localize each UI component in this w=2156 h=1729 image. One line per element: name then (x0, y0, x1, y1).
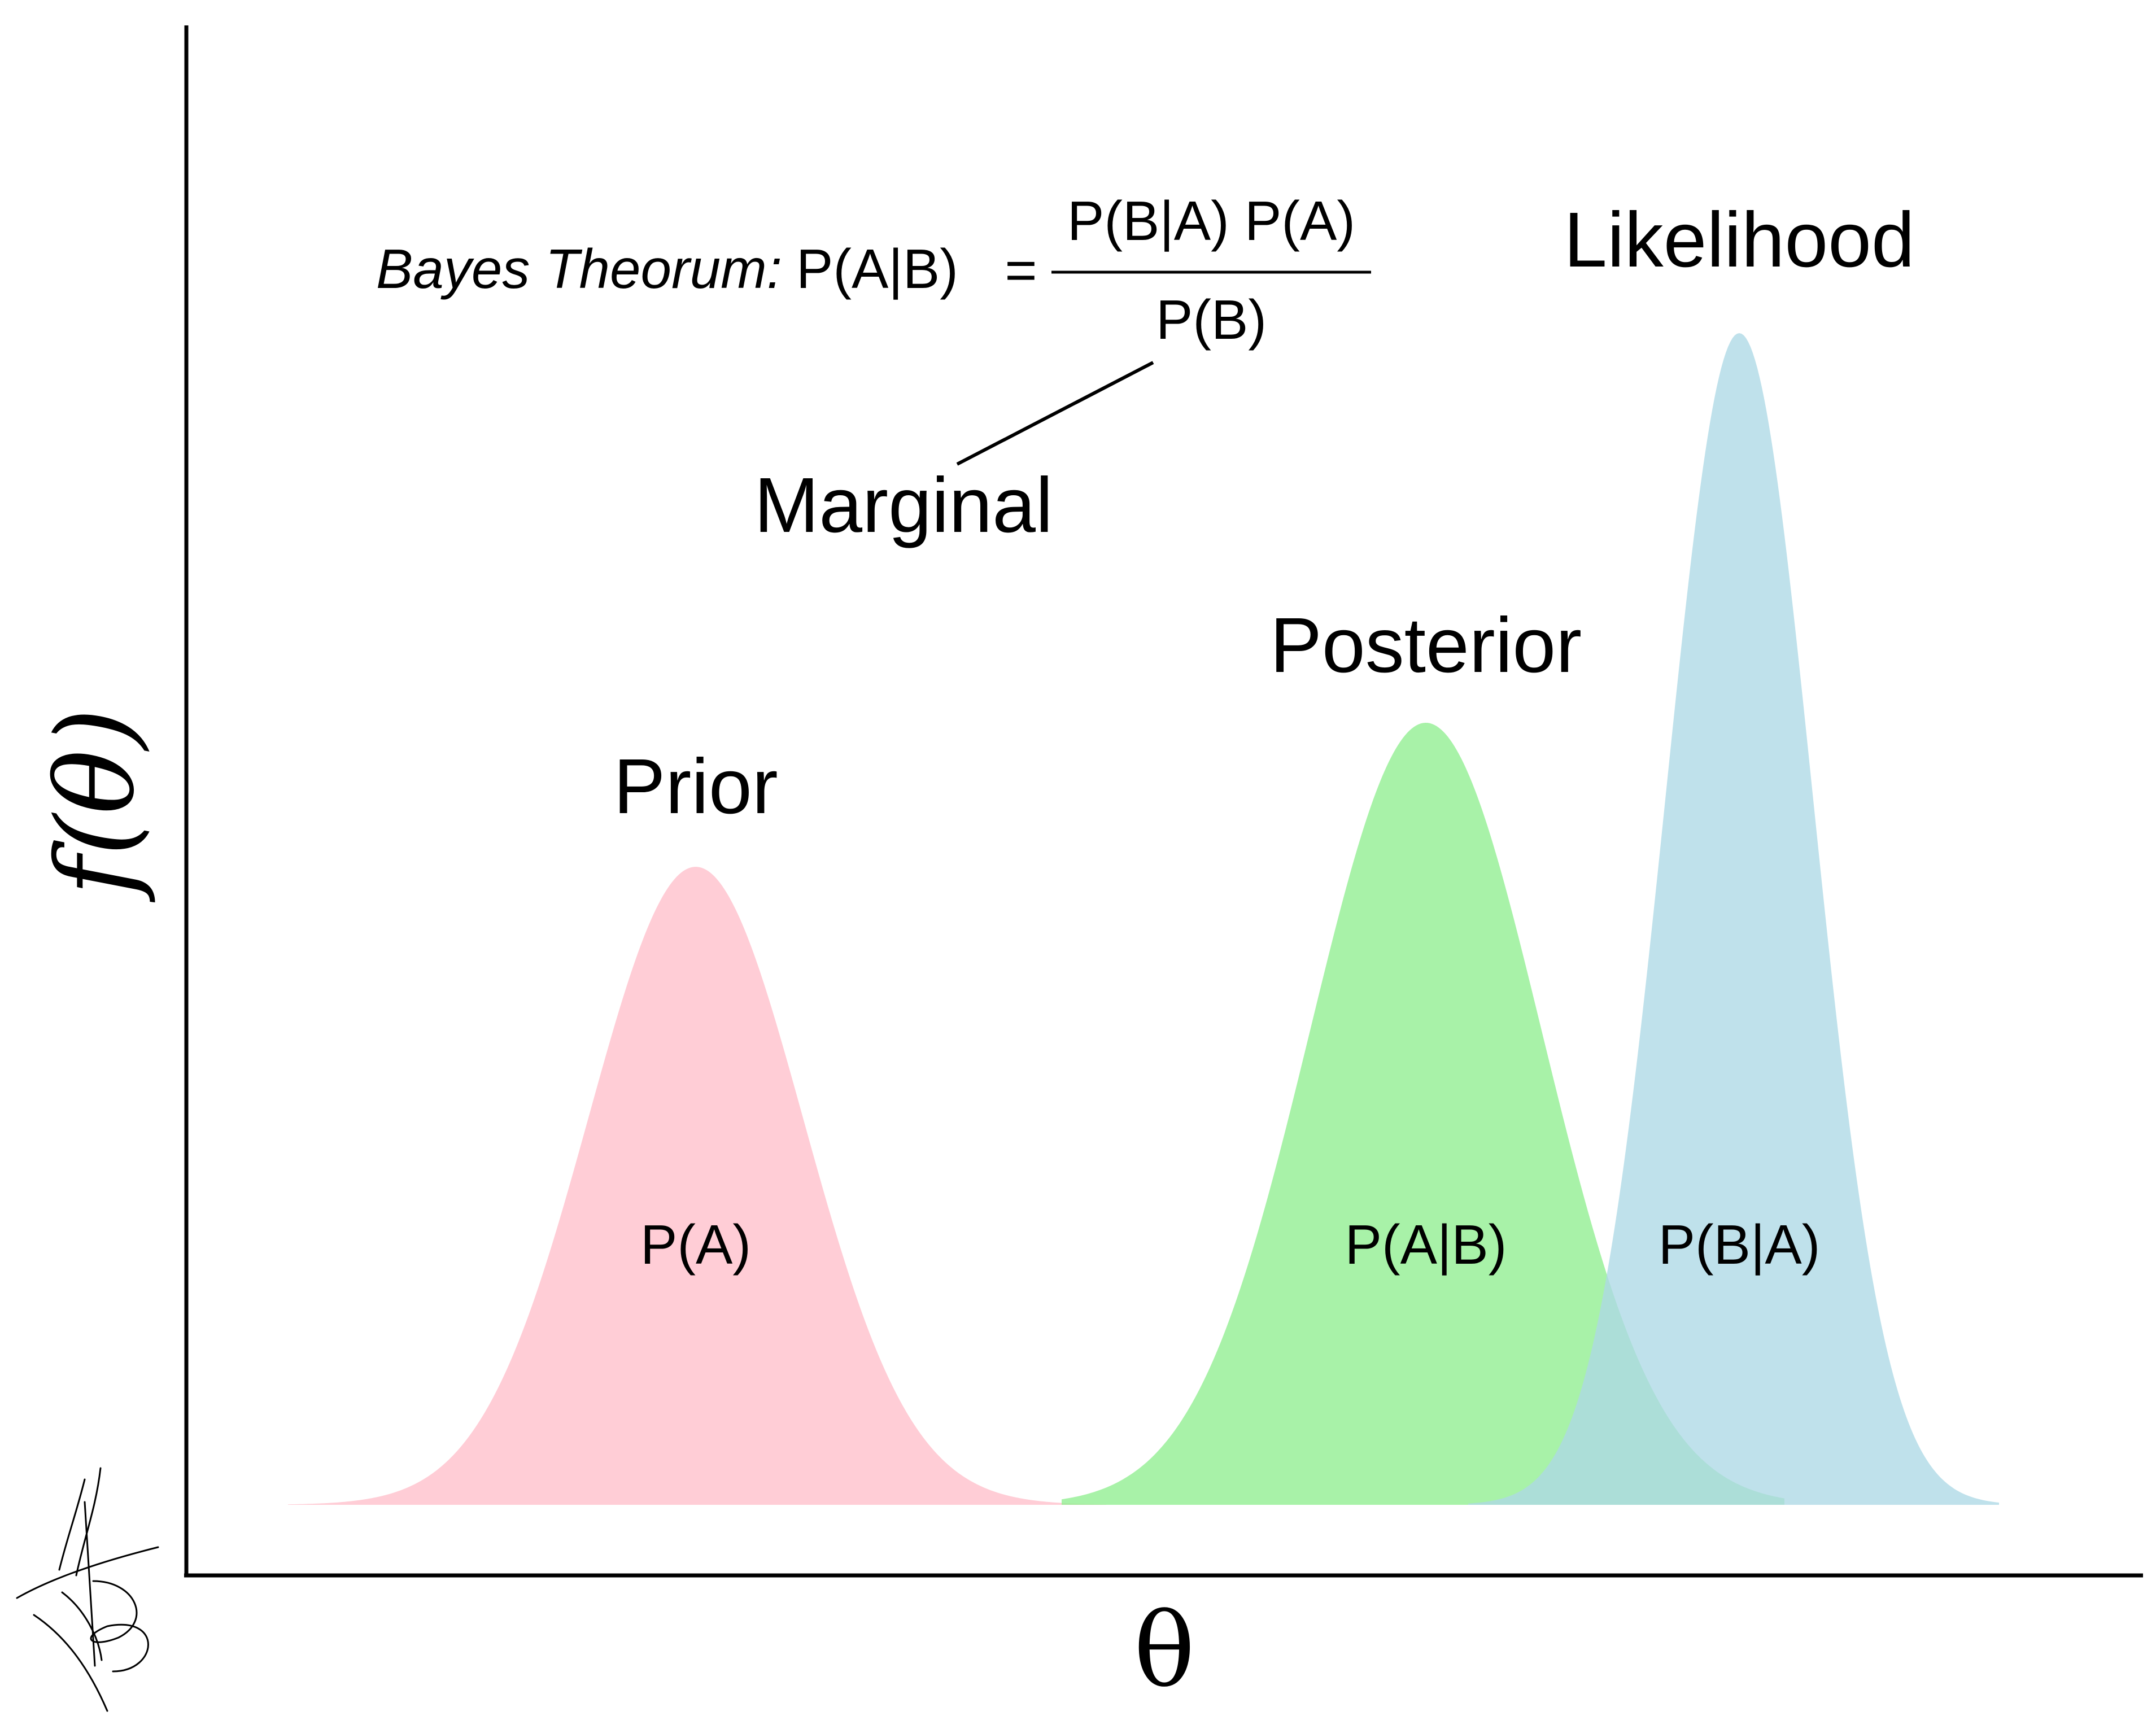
posterior-title: Posterior (1270, 602, 1582, 689)
prior-title: Prior (613, 743, 778, 830)
formula-equals: = (1005, 239, 1037, 301)
likelihood-title: Likelihood (1564, 197, 1914, 283)
posterior-inner-label: P(A|B) (1345, 1213, 1507, 1276)
x-axis-label: θ (1134, 1592, 1195, 1710)
signature-mark (16, 1467, 159, 1712)
formula-name: Bayes Theorum: (376, 238, 782, 300)
prior-inner-label: P(A) (640, 1213, 751, 1276)
formula-denominator: P(B) (1156, 289, 1267, 351)
y-axis-label: f(θ) (33, 708, 158, 903)
formula-lhs: P(A|B) (796, 238, 958, 300)
prior-curve (288, 867, 1107, 1505)
formula-numerator: P(B|A) P(A) (1067, 190, 1355, 252)
likelihood-curve (1468, 333, 1999, 1505)
marginal-label: Marginal (754, 462, 1053, 549)
likelihood-inner-label: P(B|A) (1659, 1213, 1821, 1276)
marginal-leader-line (956, 361, 1154, 466)
